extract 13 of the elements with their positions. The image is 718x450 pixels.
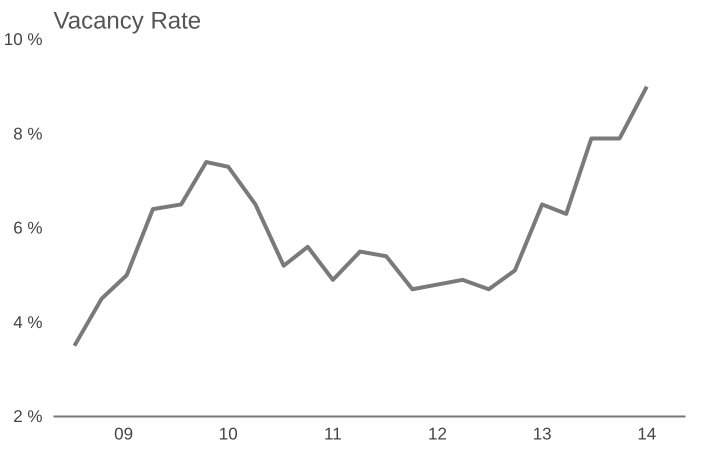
x-tick-label: 14	[637, 424, 656, 444]
x-tick-label: 10	[218, 424, 238, 444]
chart-title: Vacancy Rate	[54, 8, 202, 34]
x-tick-label: 13	[532, 424, 552, 444]
y-tick-label: 10 %	[4, 30, 42, 49]
y-tick-label: 2 %	[13, 407, 43, 426]
y-tick-label: 8 %	[13, 124, 43, 144]
y-tick-label: 4 %	[13, 312, 43, 332]
x-tick-label: 12	[428, 424, 447, 444]
x-tick-label: 09	[114, 424, 134, 444]
x-tick-label: 11	[324, 424, 342, 444]
line-series	[72, 84, 649, 348]
y-tick-label: 6 %	[13, 218, 43, 238]
